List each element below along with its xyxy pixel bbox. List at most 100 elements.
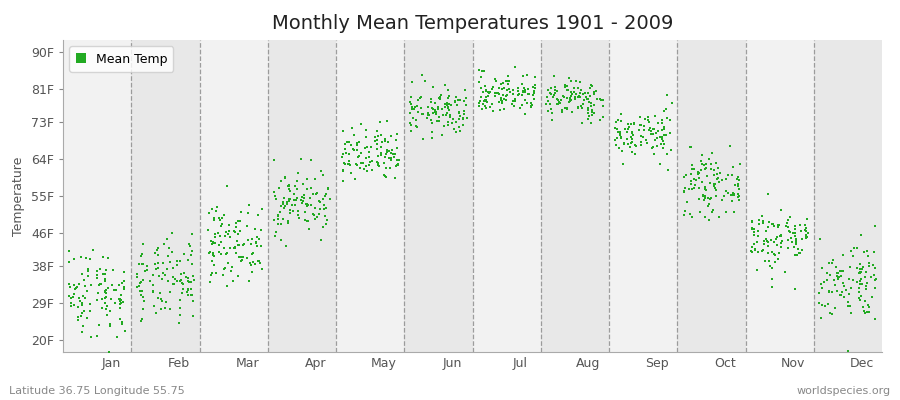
Point [551,100,565,107]
Point [820,277,834,283]
Point [488,76,502,82]
Point [621,126,635,132]
Point [814,315,829,321]
Point [615,148,629,154]
Point [316,224,330,230]
Point [390,131,404,138]
Point [510,92,525,99]
Point [375,138,390,145]
Point [596,97,610,103]
Point [347,176,362,182]
Point [761,257,776,264]
Point [835,252,850,258]
Point [342,161,356,168]
Point [103,308,117,315]
Point [659,132,673,139]
Point [173,278,187,284]
Point [621,121,635,127]
Point [698,195,712,202]
Point [687,166,701,172]
Point [436,112,451,118]
Point [352,138,366,145]
Point [173,257,187,264]
Point [340,161,355,167]
Point [616,161,630,168]
Point [418,78,432,84]
Point [590,88,604,94]
Point [223,245,238,252]
Point [181,275,195,281]
Point [571,84,585,91]
Point [472,102,487,109]
Point [285,202,300,208]
Point [99,267,113,273]
Point [773,231,788,238]
Point [220,183,234,190]
Point [576,90,590,97]
Point [770,224,785,230]
Point [371,160,385,166]
Point [249,242,264,249]
Point [179,288,194,295]
Point [493,81,508,87]
Point [317,206,331,213]
Point [378,154,392,161]
Point [580,90,595,96]
Point [168,276,183,282]
Point [643,125,657,131]
Point [652,120,666,126]
Point [868,285,882,292]
Point [518,88,533,95]
Point [596,103,610,109]
Point [404,121,419,128]
Point [621,140,635,147]
Point [584,102,598,109]
Point [155,275,169,282]
Point [425,120,439,126]
Point [624,120,638,127]
Point [61,281,76,288]
Point [155,297,169,304]
Point [222,234,237,240]
Point [281,183,295,190]
Point [380,148,394,155]
Point [62,259,77,265]
Point [654,127,669,133]
Point [837,294,851,300]
Point [388,151,402,157]
Point [518,97,532,103]
Point [642,118,656,125]
Point [563,97,578,104]
Point [488,93,502,100]
Point [340,139,355,145]
Point [772,222,787,229]
Point [184,231,199,237]
Point [788,230,803,236]
Point [482,89,497,96]
Point [403,110,418,116]
Point [387,154,401,160]
Point [732,177,746,184]
Point [497,106,511,113]
Point [678,189,692,195]
Point [539,101,554,107]
Point [748,246,762,252]
Point [108,300,122,306]
Point [426,110,440,116]
Point [186,313,201,320]
Point [639,140,653,146]
Point [217,212,231,219]
Point [823,288,837,295]
Point [583,93,598,99]
Point [430,117,445,124]
Point [103,321,117,328]
Point [677,212,691,219]
Point [424,134,438,141]
Point [843,284,858,291]
Point [449,94,464,101]
Point [660,106,674,112]
Point [112,304,127,311]
Point [296,197,310,204]
Point [644,130,659,137]
Point [711,165,725,171]
